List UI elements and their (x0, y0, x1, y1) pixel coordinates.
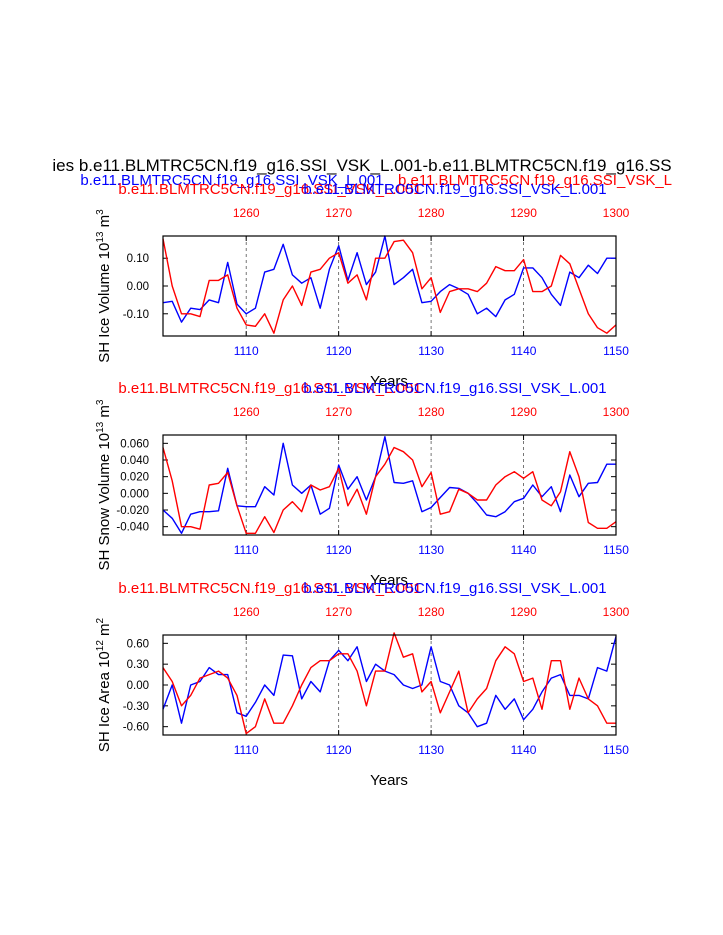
y-label-unit: m (96, 405, 113, 422)
top-tick-label: 1290 (510, 405, 537, 419)
panel-title-blue: b.e11.BLMTRC5CN.f19_g16.SSI_VSK_L.001 (303, 181, 606, 198)
panel-title-blue: b.e11.BLMTRC5CN.f19_g16.SSI_VSK_L.001 (303, 380, 606, 397)
plot-frame (162, 434, 617, 536)
top-tick-label: 1290 (510, 206, 537, 220)
main-title: ies b.e11.BLMTRC5CN.f19_g16.SSI_VSK_L.00… (52, 156, 671, 175)
chart-panel-3: b.e11.BLMTRC5CN.f19_g16.SSI_VSK_L.001b.e… (95, 580, 630, 789)
top-tick-label: 1290 (510, 605, 537, 619)
y-tick-label: 0.30 (127, 659, 149, 671)
y-axis-label: SH Snow Volume 1013 m3 (95, 399, 113, 570)
chart-panel-1: b.e11.BLMTRC5CN.f19_g16.SSI_VSK_L.001b.e… (95, 181, 630, 390)
top-tick-label: 1280 (418, 405, 445, 419)
top-tick-label: 1270 (325, 405, 352, 419)
top-tick-label: 1280 (418, 605, 445, 619)
y-label-exponent: 13 (95, 231, 106, 243)
bottom-tick-label: 1150 (603, 344, 629, 358)
y-tick-label: 0.040 (120, 455, 149, 467)
bottom-tick-label: 1110 (234, 344, 259, 358)
bottom-tick-label: 1140 (511, 543, 537, 557)
top-tick-label: 1300 (603, 605, 630, 619)
panel-title-blue: b.e11.BLMTRC5CN.f19_g16.SSI_VSK_L.001 (303, 580, 606, 597)
panel-title-red: b.e11.BLMTRC5CN.f19_g16.SSI_VSK_L.001 (118, 380, 421, 397)
bottom-tick-label: 1120 (326, 543, 352, 557)
top-tick-label: 1270 (325, 206, 352, 220)
bottom-tick-label: 1120 (326, 743, 352, 757)
y-tick-label: 0.020 (120, 472, 149, 484)
panel-title-red: b.e11.BLMTRC5CN.f19_g16.SSI_VSK_L.001 (118, 580, 421, 597)
y-tick-label: 0.00 (127, 281, 149, 293)
y-tick-label: -0.020 (116, 505, 149, 517)
top-tick-label: 1260 (233, 206, 260, 220)
top-tick-label: 1260 (233, 405, 260, 419)
y-label-text: SH Snow Volume 10 (96, 433, 113, 571)
bottom-tick-label: 1130 (418, 543, 444, 557)
panel-title-red: b.e11.BLMTRC5CN.f19_g16.SSI_VSK_L.001 (118, 181, 421, 198)
y-axis-label: SH Ice Volume 1013 m3 (95, 209, 113, 363)
y-label-unit-exponent: 3 (95, 399, 106, 405)
series-line-blue (162, 636, 617, 728)
bottom-tick-label: 1110 (234, 543, 259, 557)
y-label-unit-exponent: 3 (95, 209, 106, 215)
bottom-tick-label: 1130 (418, 743, 444, 757)
bottom-tick-label: 1140 (511, 344, 537, 358)
series-line-red (162, 446, 617, 534)
panels: b.e11.BLMTRC5CN.f19_g16.SSI_VSK_L.001b.e… (95, 181, 630, 789)
y-tick-label: 0.10 (127, 253, 149, 265)
y-axis-label: SH Ice Area 1012 m2 (95, 617, 113, 752)
x-axis-label: Years (370, 772, 408, 789)
y-tick-label: -0.040 (116, 522, 149, 534)
top-tick-label: 1300 (603, 405, 630, 419)
y-tick-label: -0.60 (123, 722, 149, 734)
bottom-tick-label: 1120 (326, 344, 352, 358)
series-line-red (162, 238, 617, 334)
y-label-unit: m (96, 623, 113, 640)
top-tick-label: 1280 (418, 206, 445, 220)
bottom-tick-label: 1140 (511, 743, 537, 757)
bottom-tick-label: 1110 (234, 743, 259, 757)
top-tick-label: 1300 (603, 206, 630, 220)
top-tick-label: 1270 (325, 605, 352, 619)
x-axis-label: Years (370, 373, 408, 390)
bottom-tick-label: 1130 (418, 344, 444, 358)
y-label-exponent: 12 (95, 640, 106, 652)
y-tick-label: 0.060 (120, 438, 149, 450)
chart-panel-2: b.e11.BLMTRC5CN.f19_g16.SSI_VSK_L.001b.e… (95, 380, 630, 589)
y-label-text: SH Ice Volume 10 (96, 243, 113, 363)
subtitle-left: b.e11.BLMTRC5CN.f19_g16.SSI_VSK_L.001 (80, 172, 383, 189)
subtitle-right: b.e11.BLMTRC5CN.f19_g16.SSI_VSK_L (398, 172, 672, 189)
bottom-tick-label: 1150 (603, 743, 629, 757)
y-label-text: SH Ice Area 10 (96, 651, 113, 752)
bottom-tick-label: 1150 (603, 543, 629, 557)
x-axis-label: Years (370, 572, 408, 589)
y-tick-label: -0.30 (123, 701, 149, 713)
y-tick-label: 0.00 (127, 680, 149, 692)
plot-frame (162, 634, 617, 736)
y-tick-label: 0.60 (127, 638, 149, 650)
top-tick-label: 1260 (233, 605, 260, 619)
y-label-unit-exponent: 2 (95, 617, 106, 623)
series-line-blue (162, 235, 616, 323)
y-tick-label: 0.000 (120, 488, 149, 500)
y-label-exponent: 13 (95, 421, 106, 433)
series-line-red (162, 632, 616, 735)
y-label-unit: m (96, 215, 113, 232)
plot-frame (162, 235, 617, 337)
y-tick-label: -0.10 (123, 309, 149, 321)
